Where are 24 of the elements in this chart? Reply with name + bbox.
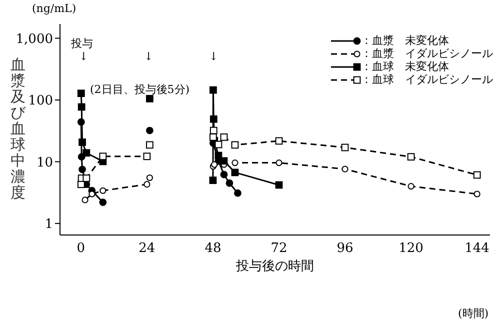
annotation: ↓	[144, 50, 154, 63]
x-tick-label: 144	[464, 241, 490, 256]
x-axis-title: 投与後の時間	[235, 259, 314, 274]
y-tick-label: 100	[28, 94, 53, 109]
y-tick-label: 10	[36, 155, 53, 170]
annotation: (2日目、投与後5分)	[90, 82, 190, 97]
x-tick-label: 0	[76, 241, 86, 256]
x-tick-label: 96	[336, 241, 354, 256]
x-tick-label: 24	[138, 241, 156, 256]
text: 血漿及び血球中濃度	[10, 56, 26, 202]
legend-label: ：血漿 イダルビシノール	[361, 47, 493, 60]
text: (時間)	[458, 306, 489, 321]
legend-label: ：血漿 未変化体	[361, 34, 449, 47]
text: (ng/mL)	[32, 2, 76, 15]
legend-label: ：血球 イダルビシノール	[361, 73, 493, 86]
annotation: ↓	[79, 50, 88, 63]
y-tick-label: 1,000	[16, 32, 53, 47]
x-tick-label: 72	[270, 241, 288, 256]
x-tick-label: 120	[398, 241, 424, 256]
legend-label: ：血球 未変化体	[361, 60, 449, 73]
y-tick-label: 1	[44, 217, 53, 232]
x-tick-label: 48	[204, 241, 222, 256]
annotation: 投与	[71, 36, 93, 51]
annotation: ↓	[209, 50, 218, 63]
